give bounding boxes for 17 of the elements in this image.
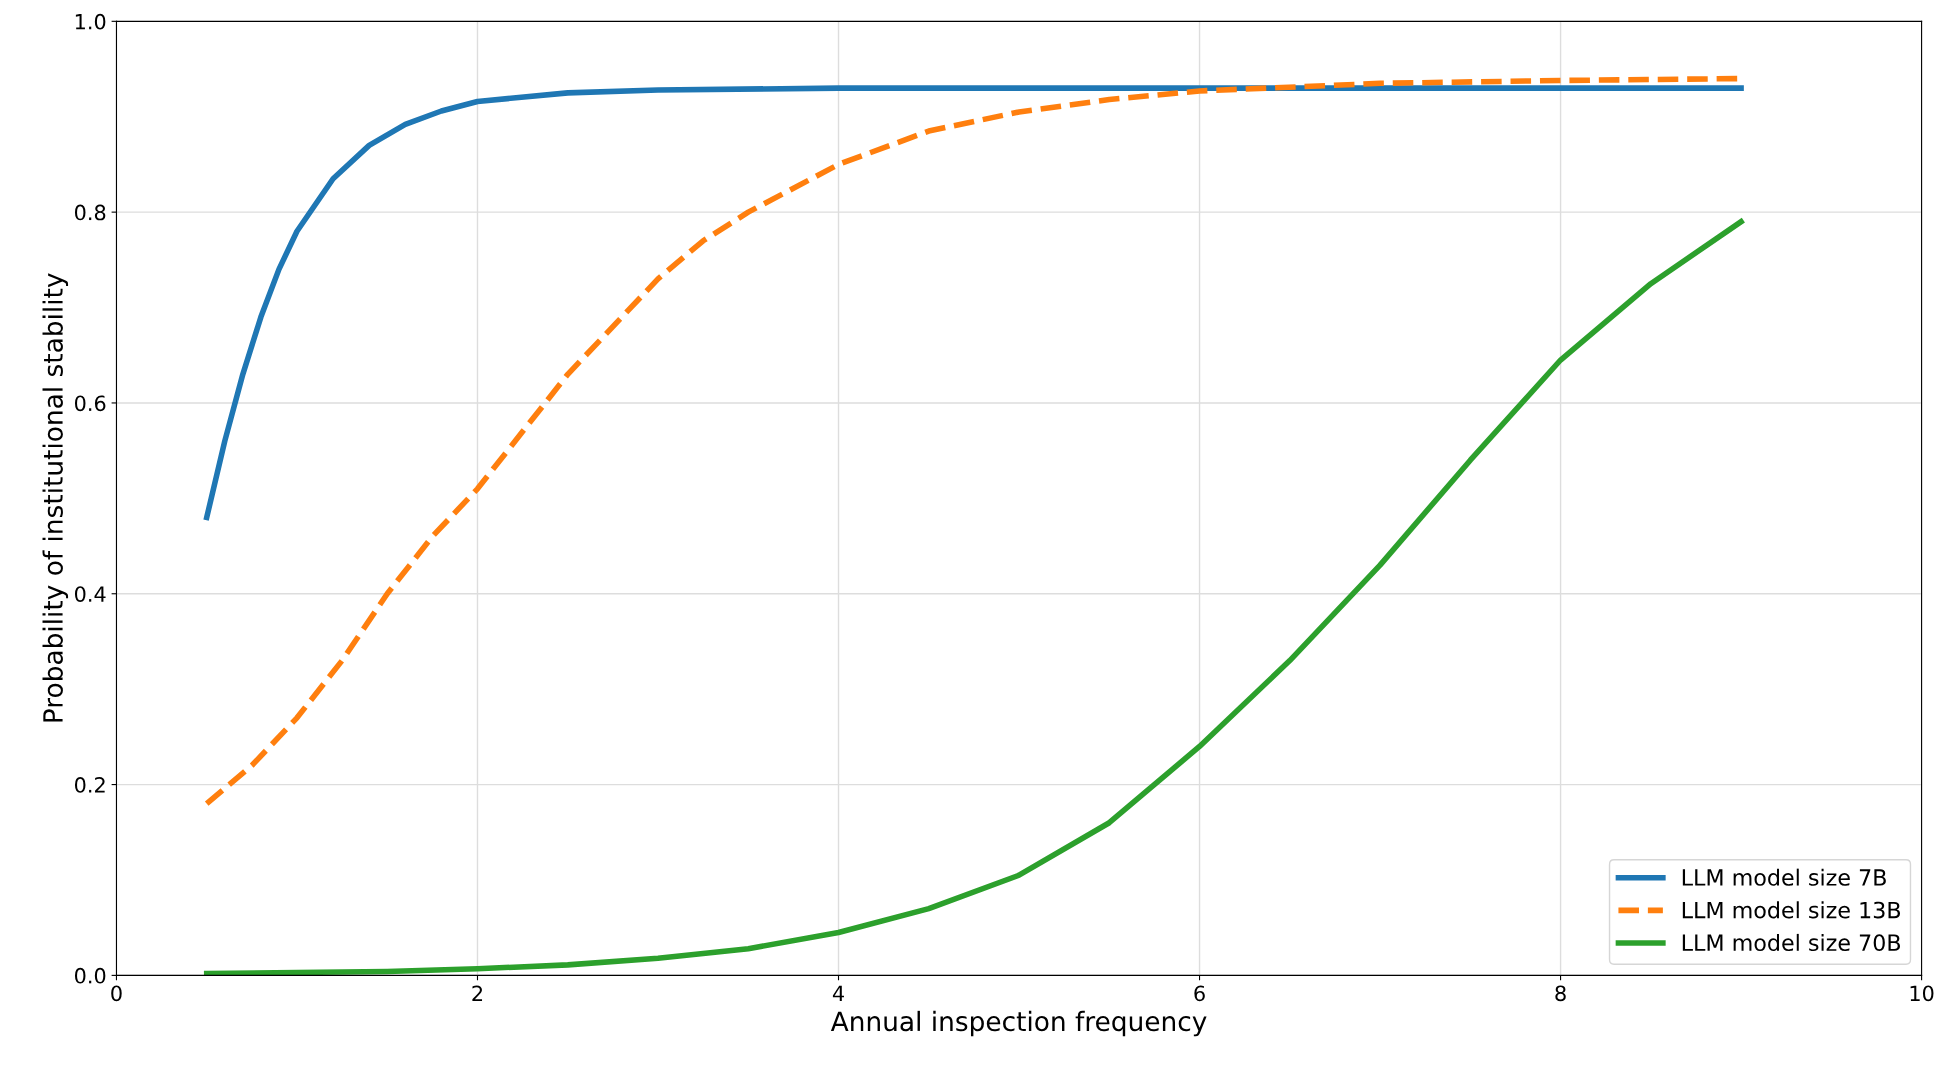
x-tick-label: 0 <box>111 985 122 1002</box>
y-tick-label: 0.4 <box>74 586 106 602</box>
x-tick-label: 8 <box>1555 985 1566 1002</box>
legend-label: LLM model size 13B <box>1682 901 1901 919</box>
x-tick-label: 6 <box>1194 985 1205 1002</box>
x-tick-label: 2 <box>472 985 483 1001</box>
y-tick-label: 0.2 <box>74 777 105 793</box>
x-tick-label: 4 <box>832 985 844 1001</box>
x-axis-title: Annual inspection frequency <box>830 1010 1207 1037</box>
legend-label: LLM model size 7B <box>1682 868 1886 886</box>
y-tick-label: 0.8 <box>74 204 106 221</box>
y-tick-label: 0.6 <box>74 395 106 412</box>
y-axis-title: Probability of institutional stability <box>42 273 69 722</box>
y-tick-label: 0.0 <box>74 967 106 984</box>
y-tick-label: 1.0 <box>75 13 106 30</box>
legend-label: LLM model size 70B <box>1682 933 1901 952</box>
x-tick-label: 10 <box>1910 985 1934 1002</box>
